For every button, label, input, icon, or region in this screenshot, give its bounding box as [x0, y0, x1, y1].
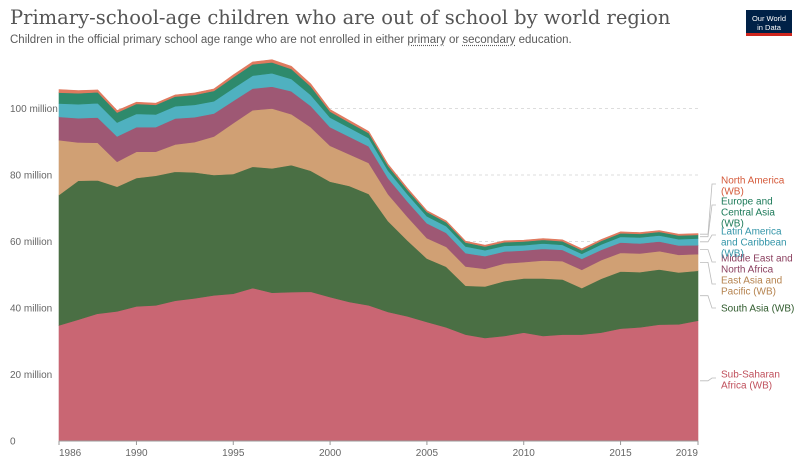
- legend-label-line: Pacific (WB): [721, 287, 776, 298]
- x-tick-label: 2005: [416, 448, 439, 459]
- x-tick-label: 1995: [222, 448, 245, 459]
- legend-label-6[interactable]: North America (WB): [721, 176, 785, 198]
- y-tick-label: 100 million: [10, 104, 58, 115]
- y-tick-label: 80 million: [10, 171, 52, 182]
- legend-label-line: North America: [721, 176, 785, 187]
- chart-title: Primary-school-age children who are out …: [10, 6, 671, 29]
- legend-connector: [700, 204, 716, 238]
- legend-label-line: South Asia (WB): [721, 304, 794, 315]
- x-tick-label: 2010: [513, 448, 536, 459]
- legend: Sub-Saharan Africa (WB) South Asia (WB) Eas…: [700, 176, 794, 392]
- legend-label-line: Europe and: [721, 197, 773, 208]
- legend-label-line: Sub-Saharan: [721, 370, 780, 381]
- chart-subtitle: Children in the official primary school …: [10, 34, 572, 46]
- legend-label-4[interactable]: Latin America and Caribbean (WB): [721, 227, 787, 260]
- legend-connector: [700, 377, 716, 382]
- x-tick-label: 1990: [125, 448, 148, 459]
- owid-logo[interactable]: Our World in Data: [746, 10, 792, 36]
- logo-line-1: Our World: [751, 14, 787, 23]
- legend-label-line: East Asia and: [721, 276, 782, 287]
- legend-label-1[interactable]: South Asia (WB): [721, 304, 794, 315]
- legend-label-line: (WB): [721, 187, 744, 198]
- x-tick-label: 2019: [676, 448, 699, 459]
- legend-label-line: (WB): [721, 249, 744, 260]
- legend-connector: [700, 262, 716, 285]
- legend-label-line: Middle East and: [721, 254, 793, 265]
- legend-label-line: and Caribbean: [721, 238, 787, 249]
- x-tick-label: 1986: [59, 448, 82, 459]
- legend-label-5[interactable]: Europe and Central Asia (WB): [721, 197, 775, 230]
- legend-connector: [700, 249, 716, 263]
- x-tick-label: 2000: [319, 448, 342, 459]
- secondary-link[interactable]: secondary: [462, 34, 516, 46]
- x-tick-label: 2015: [609, 448, 632, 459]
- legend-label-line: Latin America: [721, 227, 782, 238]
- legend-connector: [700, 183, 716, 235]
- legend-connector: [700, 234, 716, 243]
- legend-label-0[interactable]: Sub-Saharan Africa (WB): [721, 370, 780, 392]
- y-tick-label: 20 million: [10, 370, 52, 381]
- legend-label-line: Central Asia: [721, 208, 775, 219]
- subtitle-text-end: education.: [515, 34, 572, 46]
- legend-connector: [700, 295, 716, 309]
- subtitle-text-start: Children in the official primary school …: [10, 34, 408, 46]
- y-tick-label: 60 million: [10, 237, 52, 248]
- primary-link[interactable]: primary: [407, 34, 446, 46]
- logo-line-2: in Data: [757, 23, 781, 32]
- x-axis: 1986 1990 1995 2000 2005 2010 2015 2019: [58, 441, 699, 459]
- areas: [58, 59, 699, 442]
- y-tick-label: 40 million: [10, 304, 52, 315]
- legend-label-line: Africa (WB): [721, 381, 772, 392]
- legend-label-2[interactable]: East Asia and Pacific (WB): [721, 276, 782, 298]
- y-tick-label: 0: [10, 437, 16, 448]
- legend-label-line: North Africa: [721, 265, 774, 276]
- legend-label-3[interactable]: Middle East and North Africa: [721, 254, 793, 276]
- area-series-6[interactable]: [58, 59, 699, 251]
- subtitle-text-middle: or: [445, 34, 463, 46]
- legend-label-line: (WB): [721, 219, 744, 230]
